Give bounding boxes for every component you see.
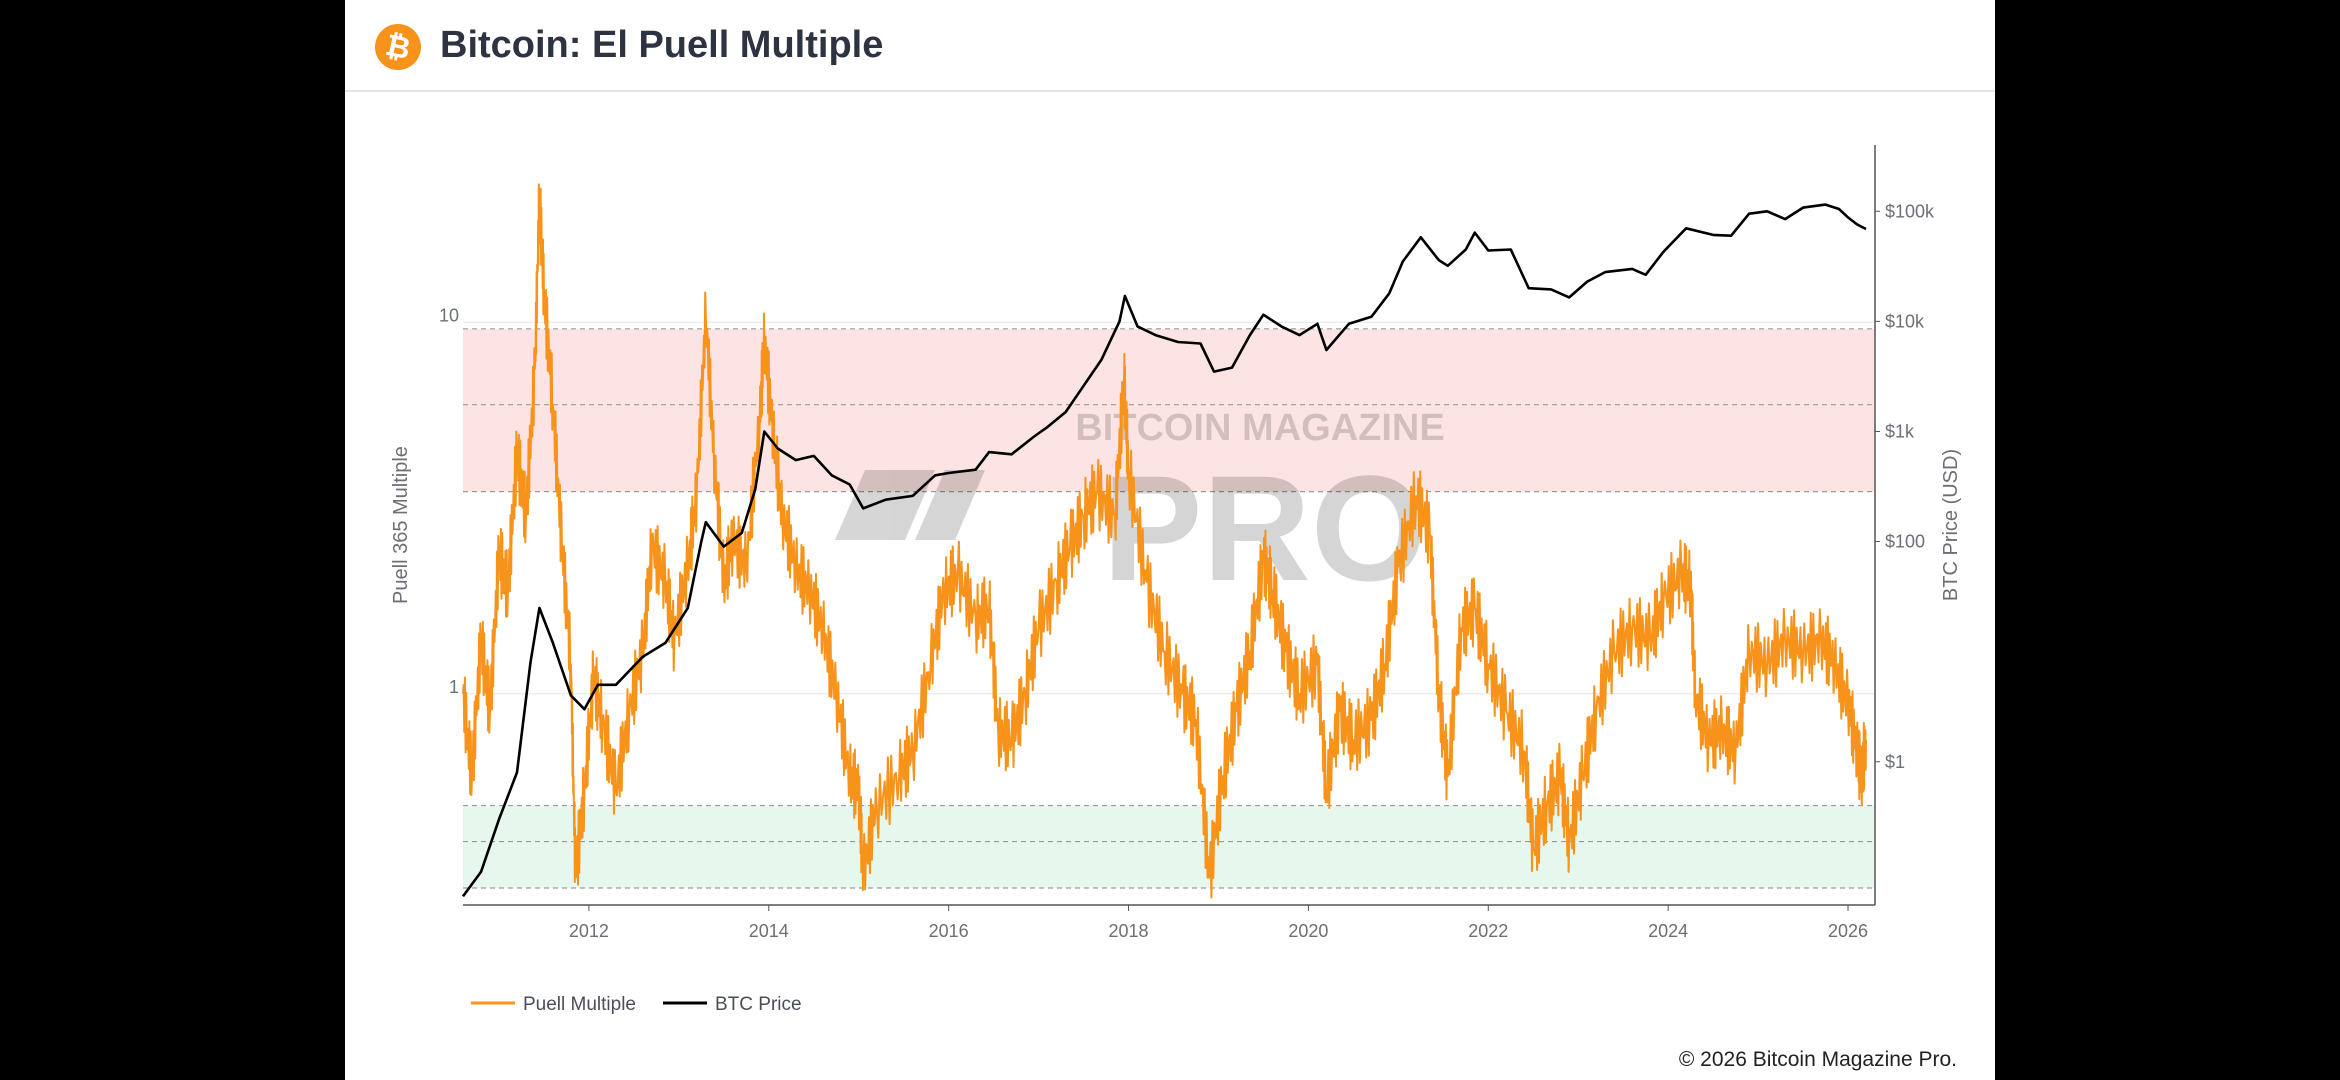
y-left-tick-label: 10 (439, 305, 459, 325)
puell-multiple-line (462, 183, 1867, 899)
series (461, 183, 1867, 899)
chart-card: ₿ Bitcoin: El Puell Multiple BITCOIN MAG… (345, 0, 1995, 1080)
y-right-tick-label: $100 (1885, 532, 1925, 552)
x-tick-label: 2012 (569, 921, 609, 941)
x-tick-label: 2024 (1648, 921, 1688, 941)
x-tick-label: 2018 (1109, 921, 1149, 941)
legend-price-label: BTC Price (715, 994, 802, 1015)
y-right-tick-label: $1 (1885, 752, 1905, 772)
x-tick-label: 2022 (1468, 921, 1508, 941)
y-right-tick-label: $10k (1885, 311, 1925, 331)
green-zone-band (463, 805, 1875, 889)
copyright-text: © 2026 Bitcoin Magazine Pro. (1678, 1048, 1957, 1071)
legend-puell-label: Puell Multiple (523, 994, 636, 1015)
x-tick-label: 2026 (1828, 921, 1868, 941)
puell-multiple-chart[interactable]: BITCOIN MAGAZINE PRO 2012 2014 2016 2018 202… (345, 0, 1995, 1080)
x-tick-label: 2020 (1288, 921, 1328, 941)
x-tick-label: 2016 (929, 921, 969, 941)
y-right-tick-label: $1k (1885, 421, 1915, 441)
legend: Puell Multiple BTC Price (471, 994, 802, 1015)
y-right-axis-title: BTC Price (USD) (1940, 449, 1962, 601)
watermark-logo-mark (835, 470, 985, 540)
page-title: Bitcoin: El Puell Multiple (440, 24, 884, 66)
watermark-line1: BITCOIN MAGAZINE (1075, 407, 1444, 449)
y-left-tick-label: 1 (449, 677, 459, 697)
y-left-axis-title: Puell 365 Multiple (390, 446, 412, 604)
btc-price-line (461, 203, 1867, 898)
chart-header: ₿ Bitcoin: El Puell Multiple (345, 0, 1995, 92)
axes: 2012 2014 2016 2018 2020 2022 2024 2026 10 1 $100k… (439, 145, 1935, 941)
x-tick-label: 2014 (749, 921, 789, 941)
y-right-tick-label: $100k (1885, 201, 1935, 221)
